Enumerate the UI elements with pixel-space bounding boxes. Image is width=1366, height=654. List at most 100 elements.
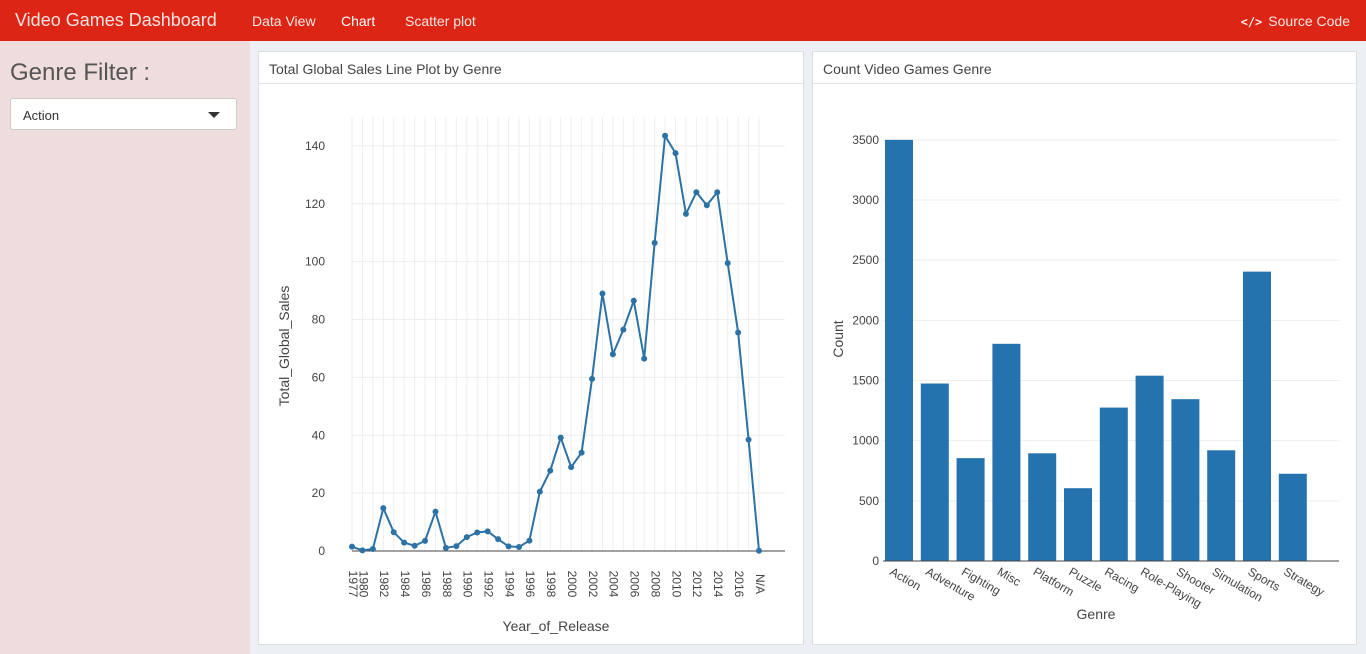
tab-scatter-plot[interactable]: Scatter plot [405,13,476,29]
data-point [745,436,752,443]
x-tick-label: 1980 [356,571,370,598]
y-tick-label: 3000 [852,193,879,207]
data-point [641,355,648,362]
x-tick-label: 2010 [669,571,683,598]
source-code-link[interactable]: </> Source Code [1241,13,1350,29]
data-point [453,543,460,550]
x-tick-label: 2006 [628,571,642,598]
data-point [369,545,376,552]
data-point [756,547,762,554]
data-point [359,547,366,554]
y-tick-label: 2000 [852,313,879,327]
data-point [662,132,669,139]
bar [956,458,985,561]
series-line [351,132,760,552]
x-tick-label: 2014 [711,571,725,598]
tab-data-view[interactable]: Data View [252,13,316,29]
bar [1171,399,1200,561]
data-point [599,290,606,297]
y-tick-label: 1500 [852,374,879,388]
data-point [536,488,543,495]
data-point [526,537,533,544]
bar [920,383,949,561]
data-point [515,543,522,550]
data-point [693,189,700,196]
x-tick-label: 2008 [648,571,662,598]
data-point [422,537,429,544]
data-point [568,464,575,471]
data-point [411,542,418,549]
y-tick-label: 80 [312,313,326,327]
bar-chart-title: Count Video Games Genre [823,61,992,77]
y-axis-label: Total_Global_Sales [276,286,292,407]
x-tick-label: 2000 [565,571,579,598]
bar [1135,375,1164,561]
data-point [463,534,470,541]
data-point [672,150,679,157]
x-tick-label: 1986 [419,571,433,598]
data-point [724,260,731,267]
bar [1099,407,1128,561]
x-tick-label: 1994 [502,571,516,598]
data-point [349,543,355,550]
data-point [495,536,502,543]
data-point [651,239,658,246]
data-point [505,543,512,550]
x-tick-label: 2016 [732,571,746,598]
x-tick-label: 2012 [690,571,704,598]
bar [1064,488,1092,561]
code-icon: </> [1240,15,1263,29]
top-navbar: Video Games Dashboard Data View Chart Sc… [0,0,1366,41]
data-point [703,202,710,209]
y-tick-label: 60 [312,370,326,384]
source-code-label: Source Code [1268,13,1350,29]
y-tick-label: 140 [305,139,325,153]
x-tick-label: 1992 [481,571,495,598]
bar-chart-panel: Count Video Games Genre 0 500 1000 1500 2000… [812,51,1357,645]
data-point [682,210,689,217]
data-point [401,539,408,546]
y-tick-label: 120 [305,197,325,211]
line-chart-panel: Total Global Sales Line Plot by Genre 0 2… [258,51,804,645]
data-point [578,449,585,456]
x-tick-label: 1982 [377,571,391,598]
bar-chart-header: Count Video Games Genre [813,52,1356,84]
x-tick-label: N/A [753,574,767,594]
data-point [547,467,554,474]
x-tick-label: 1977 [346,571,360,598]
data-point [484,528,491,535]
bar [885,139,913,561]
data-point [442,544,449,551]
y-tick-label: 0 [872,554,879,568]
bar [1028,453,1057,561]
data-point [630,297,637,304]
y-tick-label: 2500 [852,253,879,267]
bar [1207,450,1236,561]
x-tick-label: 2002 [586,571,600,598]
data-point [609,351,616,358]
y-tick-label: 40 [312,428,326,442]
tab-chart[interactable]: Chart [341,13,376,29]
bar [992,343,1021,561]
line-chart-header: Total Global Sales Line Plot by Genre [259,52,803,84]
y-tick-label: 0 [318,544,325,558]
data-point [714,189,721,196]
data-point [390,529,397,536]
chevron-down-icon [208,112,220,118]
data-point [432,508,439,515]
data-point [557,434,564,441]
bar [1278,473,1307,561]
y-tick-label: 3500 [852,133,879,147]
data-point [380,505,387,512]
sidebar: Genre Filter : Action [0,41,250,654]
app-title[interactable]: Video Games Dashboard [15,10,217,30]
x-tick-label: Strategy [1281,564,1327,598]
x-tick-label: Racing [1102,564,1141,595]
data-point [735,329,742,336]
x-tick-label: 1988 [440,571,454,598]
genre-filter-title: Genre Filter : [10,59,151,86]
genre-select[interactable]: Action [10,98,237,130]
line-chart-title: Total Global Sales Line Plot by Genre [269,61,502,77]
